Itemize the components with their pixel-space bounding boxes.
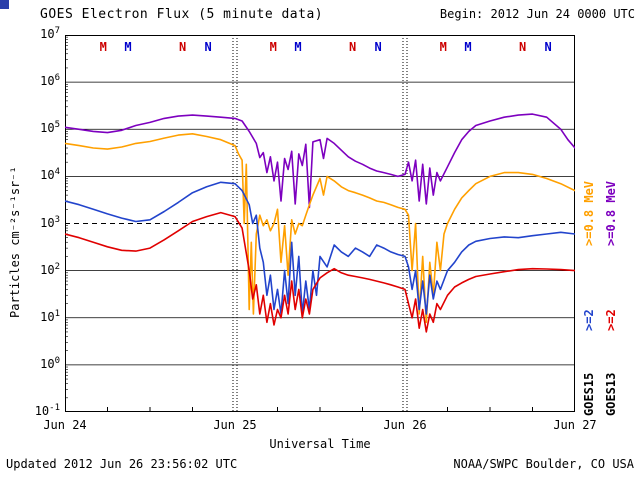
legend-goes13-e2-label: >=2 bbox=[604, 309, 618, 331]
source-attribution: NOAA/SWPC Boulder, CO USA bbox=[453, 457, 634, 471]
y-tick-label: 107 bbox=[40, 26, 60, 41]
chart-title: GOES Electron Flux (5 minute data) bbox=[40, 7, 324, 22]
updated-timestamp: Updated 2012 Jun 26 23:56:02 UTC bbox=[6, 457, 238, 471]
legend-goes15-e08-label: >=0.8 MeV bbox=[582, 180, 596, 246]
y-tick-label: 106 bbox=[40, 73, 60, 89]
y-axis-label: Particles cm⁻²s⁻¹sr⁻¹ bbox=[8, 166, 22, 318]
x-tick-label: Jun 24 bbox=[43, 418, 87, 432]
y-tick-label: 104 bbox=[40, 167, 60, 183]
flux-trace bbox=[65, 113, 575, 209]
legend-goes13-name-label: GOES13 bbox=[604, 372, 618, 416]
x-tick-label: Jun 25 bbox=[213, 418, 257, 432]
satellite-position-marker: M bbox=[124, 40, 131, 54]
x-tick-label: Jun 26 bbox=[383, 418, 427, 432]
corner-artifact-square bbox=[0, 0, 9, 9]
satellite-position-marker: N bbox=[179, 40, 186, 54]
satellite-position-marker: M bbox=[294, 40, 301, 54]
legend-goes15-e2-label: >=2 bbox=[582, 309, 596, 331]
flux-trace bbox=[65, 181, 575, 315]
satellite-position-marker: M bbox=[440, 40, 447, 54]
x-tick-label: Jun 27 bbox=[553, 418, 597, 432]
flux-trace bbox=[65, 211, 575, 333]
x-axis-label: Universal Time bbox=[269, 437, 371, 451]
y-tick-label: 103 bbox=[40, 214, 60, 230]
legend-goes15-name-label: GOES15 bbox=[582, 372, 596, 416]
y-tick-label: 105 bbox=[40, 120, 60, 136]
begin-time-label: Begin: 2012 Jun 24 0000 UTC bbox=[439, 7, 635, 21]
y-tick-label: 10-1 bbox=[34, 403, 60, 418]
satellite-position-marker: M bbox=[464, 40, 471, 54]
satellite-position-marker: N bbox=[204, 40, 211, 54]
y-tick-label: 100 bbox=[40, 355, 60, 371]
y-tick-label: 102 bbox=[40, 261, 60, 277]
y-tick-label: 101 bbox=[40, 308, 60, 324]
satellite-position-marker: N bbox=[374, 40, 381, 54]
satellite-position-marker: M bbox=[100, 40, 107, 54]
satellite-position-marker: M bbox=[270, 40, 277, 54]
satellite-position-marker: N bbox=[544, 40, 551, 54]
legend-goes13-e08-label: >=0.8 MeV bbox=[604, 180, 618, 246]
satellite-position-marker: N bbox=[519, 40, 526, 54]
satellite-position-marker: N bbox=[349, 40, 356, 54]
flux-trace bbox=[65, 133, 575, 324]
